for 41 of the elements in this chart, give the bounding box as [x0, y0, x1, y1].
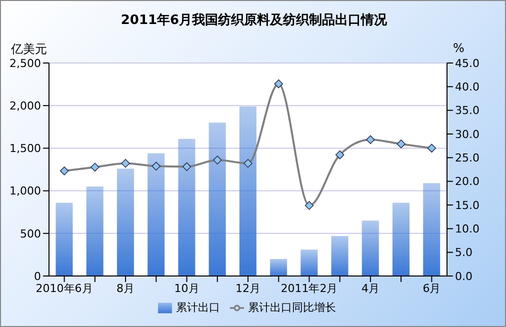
chart-title: 2011年6月我国纺织原料及纺织制品出口情况	[120, 12, 388, 29]
bar	[148, 153, 165, 276]
bar	[392, 202, 410, 276]
y2-tick-label: 30.0	[455, 128, 480, 141]
y-tick-label: 2,000	[10, 100, 41, 113]
bar	[300, 250, 318, 276]
y2-tick-label: 45.0	[455, 56, 480, 70]
y2-tick-label: 10.0	[455, 222, 480, 236]
y-tick-label: 1,500	[10, 142, 41, 156]
y-tick-label: 0	[34, 270, 41, 283]
x-tick-label: 2011年2月	[280, 282, 338, 295]
bar	[56, 202, 73, 276]
y2-axis-title: %	[453, 41, 464, 55]
bar	[362, 220, 379, 276]
x-tick-label: 12月	[236, 282, 260, 295]
y2-tick-label: 20.0	[455, 175, 480, 188]
bar	[423, 183, 440, 276]
bar	[116, 168, 134, 276]
y2-tick-label: 0.0	[455, 270, 472, 283]
bar	[86, 186, 104, 276]
x-tick-label: 6月	[422, 282, 441, 295]
legend-label: 累计出口同比增长	[248, 301, 336, 314]
y-tick-label: 1,000	[10, 184, 41, 198]
y-tick-label: 2,500	[10, 56, 41, 70]
bar	[331, 236, 348, 276]
x-tick-label: 4月	[361, 282, 380, 295]
bar	[239, 106, 256, 276]
y-tick-label: 500	[20, 227, 41, 240]
y2-tick-label: 40.0	[455, 80, 480, 94]
y2-tick-label: 5.0	[455, 246, 472, 260]
x-tick-label: 10月	[174, 282, 200, 295]
y-axis-title: 亿美元	[11, 41, 47, 58]
y2-tick-label: 35.0	[455, 104, 480, 118]
bar	[270, 258, 288, 276]
y2-tick-label: 15.0	[455, 198, 480, 212]
bar	[178, 138, 196, 276]
bar	[208, 122, 226, 276]
y2-tick-label: 25.0	[455, 152, 480, 165]
x-tick-label: 8月	[116, 282, 135, 295]
legend-label: 累计出口	[176, 301, 220, 314]
x-tick-label: 2010年6月	[36, 282, 93, 295]
